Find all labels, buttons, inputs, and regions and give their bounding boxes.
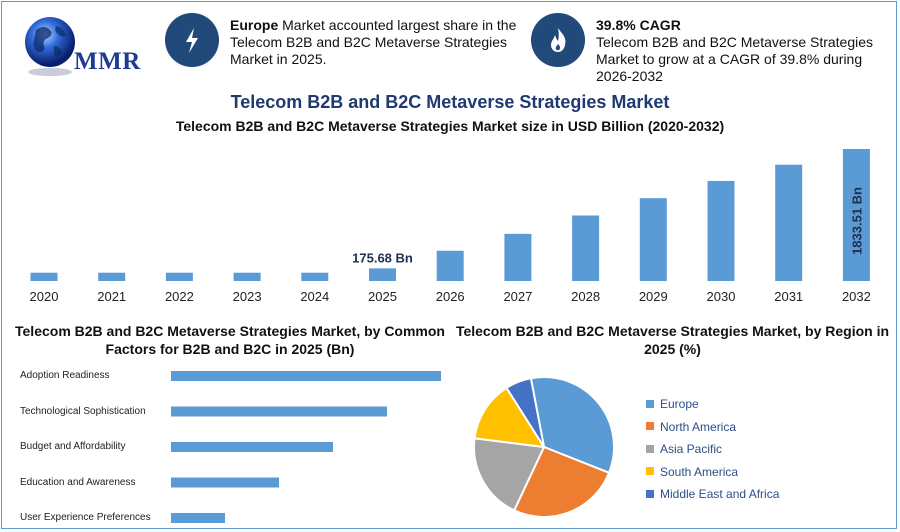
legend-label: North America <box>660 419 737 434</box>
data-label: 1833.51 Bn <box>849 187 864 255</box>
pie-slice-asia-pacific <box>473 437 546 512</box>
bar-2028 <box>572 215 600 281</box>
bar-2025 <box>369 268 396 281</box>
factor-bar <box>171 371 441 381</box>
info-card-cagr: 39.8% CAGR Telecom B2B and B2C Metaverse… <box>596 17 886 85</box>
page-title: Telecom B2B and B2C Metaverse Strategies… <box>230 92 670 112</box>
factor-label: Adoption Readiness <box>20 370 110 381</box>
legend-label: Asia Pacific <box>660 442 723 456</box>
x-tick-label: 2028 <box>571 289 600 304</box>
factor-bar <box>171 477 279 488</box>
x-tick-label: 2026 <box>436 289 465 304</box>
flame-icon <box>531 13 585 67</box>
bar-2029 <box>639 198 667 281</box>
x-tick-label: 2020 <box>30 289 59 304</box>
factors-chart-title: Telecom B2B and B2C Metaverse Strategies… <box>15 323 445 357</box>
bar-2031 <box>775 164 803 281</box>
pie-slice-middle-east-and-africa <box>505 377 545 448</box>
legend-item: Asia Pacific <box>646 442 722 456</box>
factor-label: Budget and Affordability <box>20 441 126 452</box>
bar-2022 <box>165 272 193 281</box>
bar-2026 <box>436 250 464 281</box>
factor-label: Technological Sophistication <box>20 405 146 417</box>
info-card-cagr-bold: 39.8% CAGR <box>596 17 681 33</box>
region-chart-title: Telecom B2B and B2C Metaverse Strategies… <box>455 323 890 357</box>
x-tick-label: 2024 <box>300 289 329 304</box>
bar-2027 <box>504 233 532 281</box>
bar-2021 <box>98 272 126 281</box>
legend-item: Europe <box>646 397 699 411</box>
legend-item: South America <box>646 465 738 479</box>
x-tick-label: 2022 <box>165 289 194 304</box>
factor-label: Education and Awareness <box>20 476 136 488</box>
legend-label: Middle East and Africa <box>660 487 780 501</box>
bar-2030 <box>707 180 735 281</box>
x-tick-label: 2021 <box>97 289 126 304</box>
x-tick-label: 2025 <box>368 289 397 304</box>
factor-bar <box>171 406 387 417</box>
x-tick-label: 2032 <box>842 289 871 304</box>
market-size-bar-chart: 2020 2021 2022 2023 2024 2025 175.68 Bn 2026 202… <box>30 149 871 304</box>
legend-label: South America <box>660 464 739 479</box>
globe-icon <box>25 17 75 76</box>
bar-2032 <box>842 149 870 281</box>
region-pie-chart <box>473 376 615 518</box>
info-card-europe-bold: Europe <box>230 17 279 33</box>
bar-2023 <box>233 272 261 281</box>
x-tick-label: 2030 <box>707 289 736 304</box>
bar-2024 <box>301 272 329 281</box>
legend-swatch <box>646 489 654 498</box>
info-card-europe-text: Market accounted largest share in the Te… <box>230 17 517 67</box>
info-card-cagr-text: Telecom B2B and B2C Metaverse Strategies… <box>596 34 874 84</box>
factors-bar-chart <box>171 371 441 523</box>
legend-swatch <box>646 467 654 476</box>
info-card-europe: Europe Market accounted largest share in… <box>230 17 520 68</box>
legend-label: Europe <box>660 397 699 411</box>
pie-slice-north-america <box>512 445 611 518</box>
legend-item: North America <box>646 420 736 434</box>
factor-bar <box>171 513 225 523</box>
legend-swatch <box>646 444 654 453</box>
x-tick-label: 2027 <box>503 289 532 304</box>
logo-text: MMR <box>74 48 141 75</box>
x-tick-label: 2031 <box>774 289 803 304</box>
factor-bar <box>171 442 333 452</box>
bar-2020 <box>30 272 58 281</box>
legend-swatch <box>646 422 654 431</box>
pie-slice-europe <box>529 376 615 475</box>
factor-label: User Experience Preferences <box>20 512 151 523</box>
x-tick-label: 2023 <box>233 289 262 304</box>
data-label: 175.68 Bn <box>352 250 413 265</box>
pie-slice-south-america <box>473 386 546 449</box>
mmr-logo: MMR <box>14 12 141 78</box>
legend-item: Middle East and Africa <box>646 487 779 501</box>
x-tick-label: 2029 <box>639 289 668 304</box>
legend-swatch <box>646 399 654 408</box>
lightning-icon <box>165 13 219 67</box>
chart-subtitle: Telecom B2B and B2C Metaverse Strategies… <box>175 118 725 134</box>
